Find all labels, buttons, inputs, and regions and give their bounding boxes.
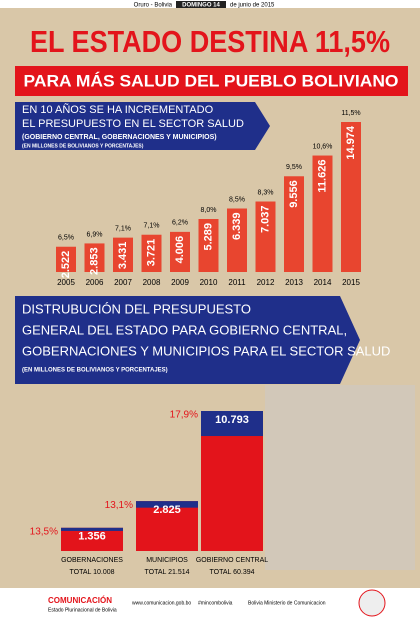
banner <box>15 102 270 150</box>
pct-label: 8,0% <box>201 207 217 214</box>
chart-title: (EN MILLONES DE BOLIVIANOS Y PORCENTAJES… <box>22 368 168 374</box>
value-label: 3.431 <box>117 242 129 270</box>
value-label: 5.289 <box>202 223 214 251</box>
bar <box>113 237 133 272</box>
x-tick-label: 2005 <box>57 278 75 287</box>
total-label: TOTAL 10.008 <box>69 569 114 576</box>
pct-label: 13,5% <box>30 526 58 537</box>
value-label: 1.356 <box>78 531 106 543</box>
value-label: 3.721 <box>145 239 157 267</box>
x-tick-label: 2011 <box>228 278 246 287</box>
subtitle: PARA MÁS SALUD DEL PUEBLO BOLIVIANO <box>24 71 399 90</box>
value-label: 6.339 <box>231 212 243 240</box>
x-tick-label: MUNICIPIOS <box>146 557 188 564</box>
x-tick-label: 2013 <box>285 278 303 287</box>
title: EL ESTADO DESTINA 11,5% <box>30 24 390 59</box>
web: www.comunicacion.gob.bo <box>132 600 191 606</box>
value-label: 2.522 <box>60 251 72 279</box>
bar <box>284 176 304 272</box>
bar <box>136 501 198 508</box>
value-label: 2.825 <box>153 504 181 516</box>
chart-title: DISTRUBUCIÓN DEL PRESUPUESTO <box>22 301 251 316</box>
footer-bar <box>0 588 420 630</box>
chart-title: (EN MILLONES DE BOLIVIANOS Y PORCENTAJES… <box>22 143 144 149</box>
value-label: 10.793 <box>215 414 249 426</box>
total-label: TOTAL 60.394 <box>209 569 254 576</box>
pct-label: 7,1% <box>115 225 131 232</box>
pct-label: 6,5% <box>58 235 74 242</box>
value-label: 9.556 <box>288 180 300 208</box>
chart-title: EN 10 AÑOS SE HA INCREMENTADO <box>22 103 214 116</box>
x-tick-label: 2006 <box>86 278 104 287</box>
pct-label: 6,2% <box>172 220 188 227</box>
total-bar <box>136 501 198 551</box>
pct-label: 8,3% <box>258 189 274 196</box>
value-label: 7.037 <box>259 206 271 234</box>
x-tick-label: 2007 <box>114 278 132 287</box>
bar <box>56 246 76 272</box>
bar <box>170 231 190 272</box>
day-box <box>176 1 226 8</box>
subtitle-bar <box>15 66 408 96</box>
pct-label: 17,9% <box>170 410 198 421</box>
bar <box>341 122 361 272</box>
city: Oruro - Bolivia <box>134 3 173 9</box>
value-label: 4.006 <box>174 236 186 264</box>
photo <box>265 385 415 570</box>
tag: #mincombolivia <box>198 600 233 606</box>
banner <box>15 296 360 384</box>
x-tick-label: 2012 <box>257 278 275 287</box>
x-tick-label: 2014 <box>314 278 332 287</box>
pct-label: 6,9% <box>87 231 103 238</box>
pct-label: 13,1% <box>105 500 133 511</box>
total-bar <box>61 527 123 551</box>
bar <box>84 243 105 272</box>
bar <box>201 411 263 437</box>
logo <box>358 589 386 617</box>
bar <box>227 208 247 272</box>
social: Bolivia Ministerio de Comunicacion <box>248 600 326 606</box>
total-label: TOTAL 21.514 <box>144 569 189 576</box>
chart-title: EL PRESUPUESTO EN EL SECTOR SALUD <box>22 118 244 130</box>
bar <box>255 201 276 272</box>
x-tick-label: 2010 <box>200 278 218 287</box>
pct-label: 10,6% <box>313 143 333 150</box>
ministry: COMUNICACIÓN <box>48 596 112 605</box>
bar <box>312 155 333 272</box>
pct-label: 11,5% <box>341 110 360 117</box>
chart-title: GENERAL DEL ESTADO PARA GOBIERNO CENTRAL… <box>22 322 347 337</box>
chart-title: GOBERNACIONES Y MUNICIPIOS PARA EL SECTO… <box>22 343 390 358</box>
pct-label: 7,1% <box>144 223 160 230</box>
chart-title: (GOBIERNO CENTRAL, GOBERNACIONES Y MUNIC… <box>22 134 217 141</box>
x-tick-label: 2009 <box>171 278 189 287</box>
date: de junio de 2015 <box>230 3 275 9</box>
value-label: 2.853 <box>88 247 100 275</box>
bar <box>198 219 219 272</box>
value-label: 14.974 <box>345 125 357 160</box>
x-tick-label: 2015 <box>342 278 360 287</box>
day: DOMINGO 14 <box>182 3 220 9</box>
state: Estado Plurinacional de Bolivia <box>48 607 117 613</box>
value-label: 11.626 <box>316 160 328 193</box>
x-tick-label: 2008 <box>143 278 161 287</box>
pct-label: 8,5% <box>229 196 245 203</box>
x-tick-label: GOBERNACIONES <box>61 557 123 564</box>
bar <box>61 527 123 531</box>
bar <box>141 234 162 272</box>
pct-label: 9,5% <box>286 164 302 171</box>
x-tick-label: GOBIERNO CENTRAL <box>196 557 268 564</box>
